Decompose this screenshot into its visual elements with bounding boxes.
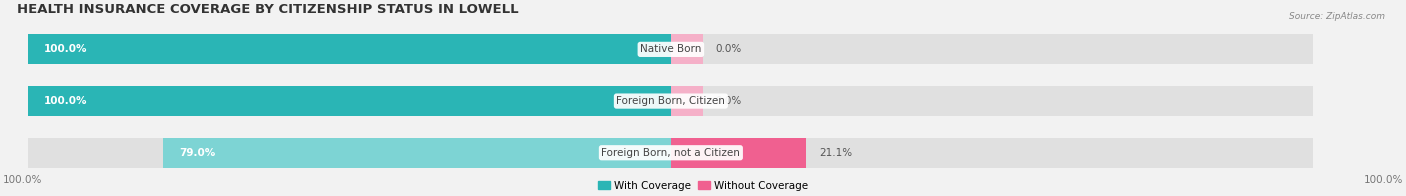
Bar: [671, 138, 807, 168]
Bar: [28, 34, 1313, 64]
Text: 100.0%: 100.0%: [3, 175, 42, 185]
Bar: [671, 34, 703, 64]
Text: Foreign Born, not a Citizen: Foreign Born, not a Citizen: [602, 148, 741, 158]
Bar: [28, 86, 671, 116]
Text: 100.0%: 100.0%: [1364, 175, 1403, 185]
Text: 0.0%: 0.0%: [716, 96, 742, 106]
Text: Source: ZipAtlas.com: Source: ZipAtlas.com: [1289, 12, 1385, 21]
Bar: [28, 34, 671, 64]
Text: Foreign Born, Citizen: Foreign Born, Citizen: [616, 96, 725, 106]
Bar: [163, 138, 671, 168]
Text: 21.1%: 21.1%: [820, 148, 852, 158]
Text: Native Born: Native Born: [640, 44, 702, 54]
Text: HEALTH INSURANCE COVERAGE BY CITIZENSHIP STATUS IN LOWELL: HEALTH INSURANCE COVERAGE BY CITIZENSHIP…: [17, 3, 519, 16]
Bar: [671, 86, 703, 116]
Text: 79.0%: 79.0%: [179, 148, 215, 158]
Text: 100.0%: 100.0%: [44, 96, 87, 106]
Bar: [28, 138, 1313, 168]
Bar: [28, 86, 1313, 116]
Text: 0.0%: 0.0%: [716, 44, 742, 54]
Text: 100.0%: 100.0%: [44, 44, 87, 54]
Legend: With Coverage, Without Coverage: With Coverage, Without Coverage: [593, 176, 813, 195]
